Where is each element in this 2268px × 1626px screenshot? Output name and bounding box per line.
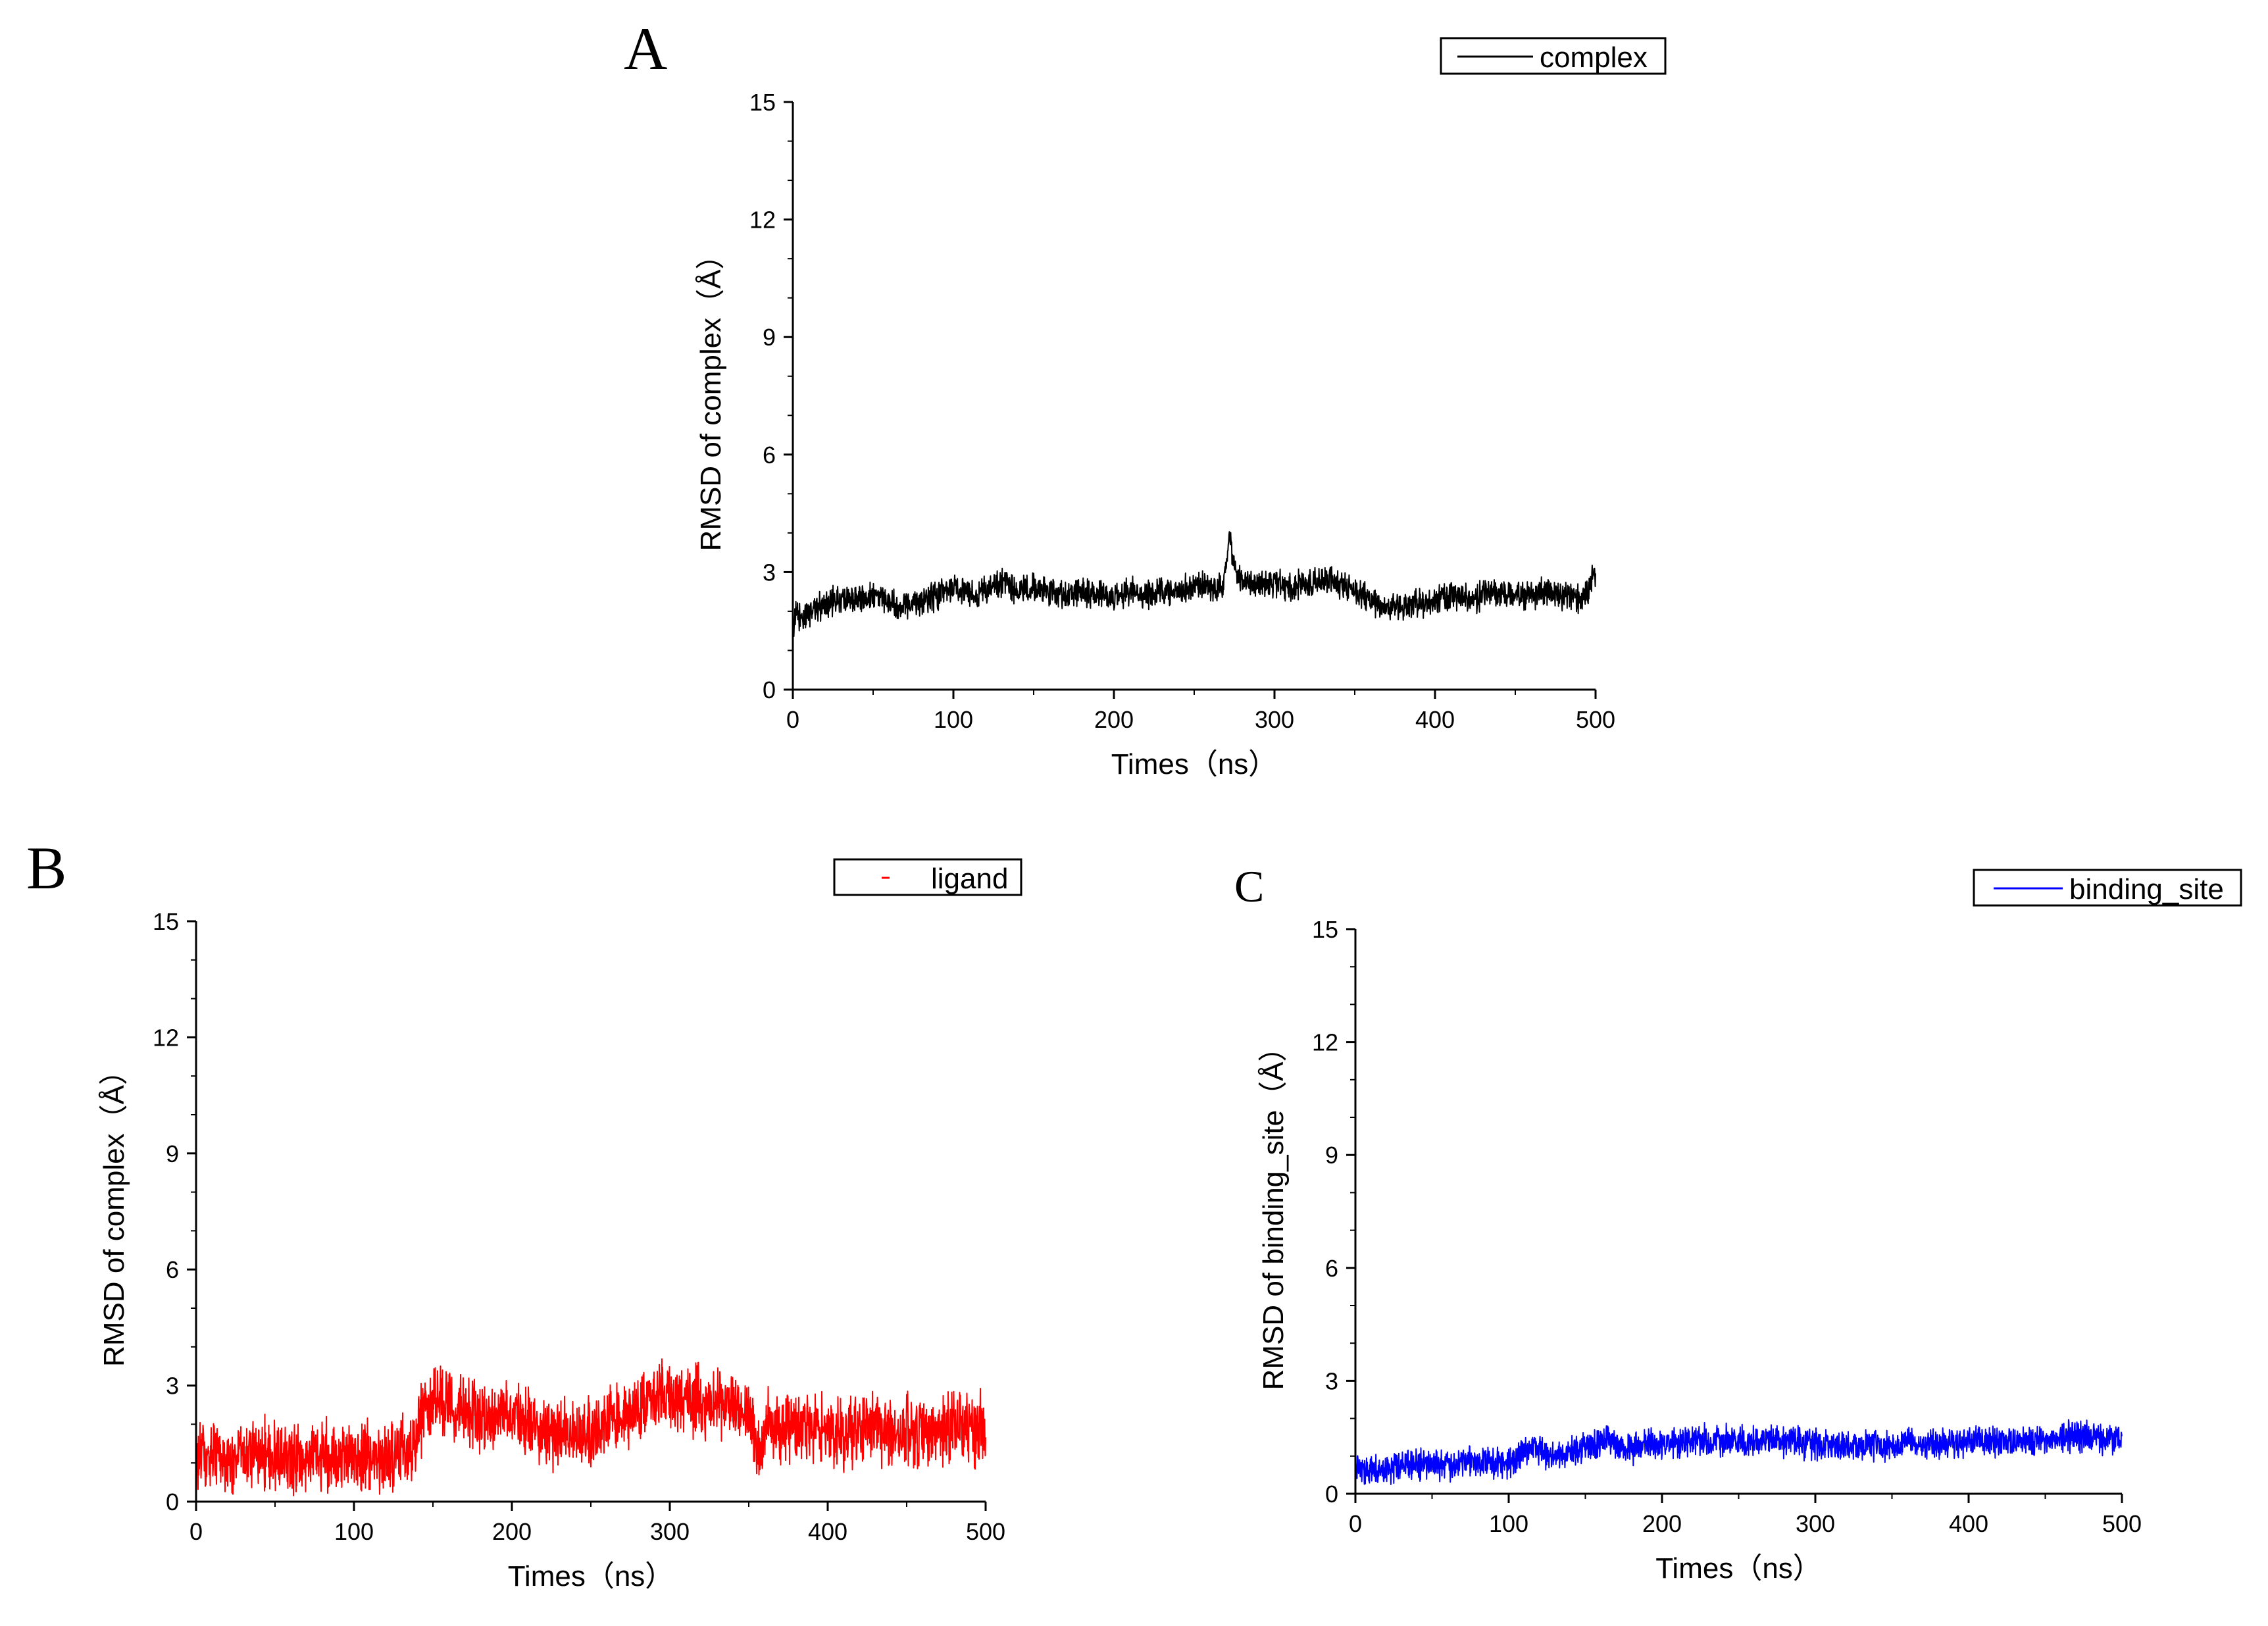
series-line-complex — [792, 531, 1596, 644]
panel-a: A complex 0 3 6 9 12 15 0 100 200 300 400 500 Times（… — [624, 15, 1667, 780]
x-axis-label: Times（ns） — [508, 1560, 674, 1592]
y-tick-label: 6 — [166, 1256, 179, 1283]
legend-complex: complex — [1440, 37, 1667, 75]
x-tick-label: 400 — [1415, 706, 1455, 733]
x-tick-label: 0 — [1349, 1510, 1362, 1537]
y-tick-label: 6 — [1325, 1255, 1338, 1282]
legend-label: complex — [1540, 41, 1648, 74]
y-axis-label: RMSD of complex（Å） — [98, 1056, 130, 1367]
y-tick-label: 0 — [763, 676, 776, 703]
y-tick-label: 0 — [166, 1488, 179, 1515]
legend-frame — [833, 858, 1022, 896]
y-tick-label: 12 — [1312, 1029, 1338, 1056]
y-tick-label: 9 — [763, 324, 776, 351]
x-tick-label: 0 — [786, 706, 799, 733]
x-tick-label: 200 — [1642, 1510, 1682, 1537]
y-tick-label: 6 — [763, 442, 776, 469]
x-tick-label: 500 — [1576, 706, 1615, 733]
y-tick-label: 9 — [166, 1140, 179, 1167]
x-tick-label: 300 — [1796, 1510, 1835, 1537]
legend-label: binding_site — [2069, 873, 2224, 905]
panel-c: C binding_site 0 3 6 9 12 15 0 100 200 300 400 500 T… — [1234, 861, 2242, 1585]
series-line-ligand — [195, 1358, 986, 1496]
panel-letter-c: C — [1234, 861, 1264, 911]
y-tick-label: 15 — [1312, 916, 1338, 943]
x-axis-label: Times（ns） — [1111, 748, 1278, 780]
panel-b: B ligand 0 3 6 9 12 15 0 100 200 300 400 500 Times（n… — [26, 834, 1022, 1592]
x-tick-label: 400 — [808, 1518, 847, 1545]
panel-letter-a: A — [624, 15, 667, 82]
y-tick-label: 15 — [749, 89, 776, 116]
legend-binding-site: binding_site — [1973, 869, 2242, 907]
x-tick-label: 200 — [492, 1518, 532, 1545]
y-tick-label: 3 — [763, 559, 776, 586]
x-tick-label: 100 — [934, 706, 973, 733]
x-tick-label: 0 — [189, 1518, 203, 1545]
y-tick-label: 3 — [166, 1373, 179, 1400]
y-axis-label: RMSD of complex（Å） — [695, 241, 727, 551]
x-tick-label: 400 — [1949, 1510, 1988, 1537]
legend-label: ligand — [931, 863, 1008, 895]
x-axis-label: Times（ns） — [1655, 1552, 1822, 1585]
y-axis-label: RMSD of binding_site（Å） — [1257, 1033, 1290, 1390]
legend-ligand: ligand — [833, 858, 1022, 896]
y-tick-label: 12 — [749, 207, 776, 234]
y-tick-label: 15 — [153, 908, 179, 935]
x-tick-label: 500 — [966, 1518, 1005, 1545]
series-line-binding_site — [1355, 1419, 2123, 1485]
y-tick-label: 0 — [1325, 1481, 1338, 1508]
x-tick-label: 100 — [334, 1518, 374, 1545]
x-tick-label: 200 — [1094, 706, 1134, 733]
x-tick-label: 500 — [2102, 1510, 2142, 1537]
x-tick-label: 300 — [1255, 706, 1294, 733]
y-tick-label: 12 — [153, 1024, 179, 1051]
y-tick-label: 9 — [1325, 1142, 1338, 1169]
panel-letter-b: B — [26, 834, 66, 902]
x-tick-label: 100 — [1489, 1510, 1528, 1537]
x-tick-label: 300 — [650, 1518, 690, 1545]
y-tick-label: 3 — [1325, 1367, 1338, 1394]
